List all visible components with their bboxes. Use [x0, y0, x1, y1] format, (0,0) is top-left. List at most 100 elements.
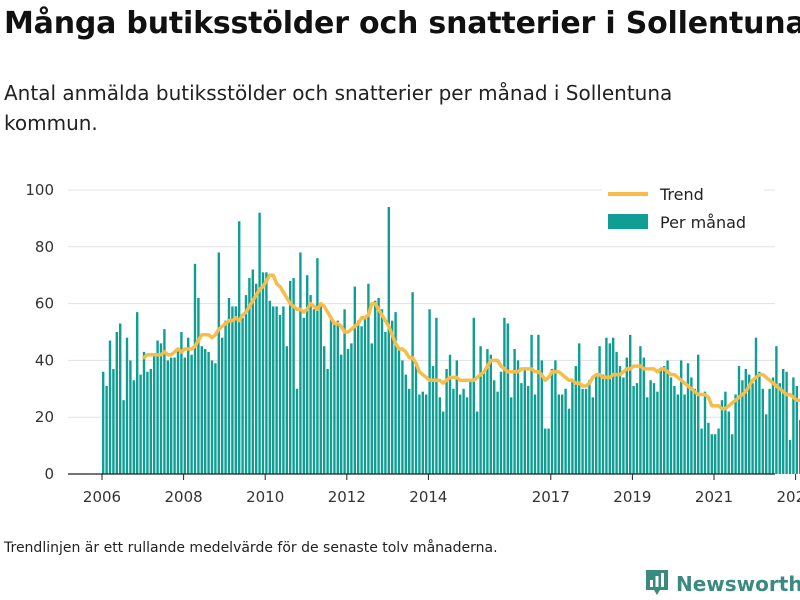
bar-2016-07 — [530, 334, 533, 474]
bar-2006-08 — [125, 337, 129, 474]
bar-2012-01 — [346, 349, 350, 474]
bar-2015-04 — [479, 346, 482, 474]
bar-2017-07 — [571, 380, 574, 474]
bar-2006-03 — [108, 340, 112, 474]
bar-2017-05 — [564, 388, 567, 474]
bar-2006-04 — [112, 368, 115, 474]
bar-2018-07 — [612, 337, 615, 474]
footnote: Trendlinjen är ett rullande medelvärde f… — [4, 540, 498, 556]
bar-2023-01 — [795, 385, 798, 474]
bar-2010-01 — [265, 272, 268, 474]
bar-2020-12 — [710, 434, 713, 474]
bar-2009-07 — [244, 295, 248, 474]
bar-2013-03 — [394, 312, 397, 474]
bar-2021-06 — [731, 434, 734, 474]
bar-2013-07 — [408, 388, 411, 474]
bar-2018-08 — [615, 351, 618, 474]
bar-2016-03 — [516, 360, 520, 474]
bar-2010-10 — [295, 388, 299, 474]
bar-2016-01 — [510, 397, 513, 474]
bar-2011-08 — [329, 317, 333, 474]
bar-2022-01 — [754, 337, 758, 474]
brand[interactable]: Newsworthy — [644, 568, 800, 600]
bar-2008-04 — [193, 263, 197, 474]
bar-2011-05 — [319, 303, 322, 474]
bar-2012-05 — [360, 326, 363, 474]
bar-2007-10 — [173, 357, 176, 474]
y-tick-label: 80 — [35, 238, 54, 256]
bar-2014-09 — [455, 360, 458, 474]
bar-2011-09 — [333, 323, 336, 474]
bar-2007-08 — [166, 360, 169, 474]
bar-2011-12 — [343, 309, 346, 474]
bar-2015-11 — [503, 317, 506, 474]
bar-2012-06 — [363, 317, 367, 474]
bar-2016-06 — [527, 385, 530, 474]
bar-2007-07 — [163, 329, 166, 474]
bar-2017-02 — [554, 360, 557, 474]
bar-2017-03 — [557, 394, 560, 474]
bar-2007-02 — [146, 371, 149, 474]
bar-2010-04 — [275, 306, 278, 474]
bar-2013-05 — [401, 360, 404, 474]
bar-2021-03 — [720, 400, 724, 474]
chart-subtitle: Antal anmälda butiksstölder och snatteri… — [4, 81, 673, 135]
bar-2022-07 — [775, 346, 778, 474]
bar-2020-04 — [683, 394, 686, 474]
bar-2007-03 — [149, 368, 152, 474]
bar-2010-02 — [268, 300, 271, 474]
bar-2015-02 — [472, 317, 475, 474]
legend-trend-label: Trend — [659, 185, 704, 204]
bar-2013-11 — [421, 391, 424, 474]
bar-2017-04 — [561, 394, 564, 474]
bar-2016-02 — [513, 349, 516, 474]
bar-2016-11 — [544, 428, 547, 474]
bar-2009-09 — [251, 269, 254, 474]
bar-2020-01 — [673, 385, 676, 474]
bar-2006-09 — [129, 360, 132, 474]
bar-2006-06 — [119, 323, 122, 474]
bar-2019-05 — [646, 397, 649, 474]
bar-2014-05 — [442, 411, 445, 474]
bar-2016-04 — [520, 383, 523, 474]
bar-2017-10 — [581, 388, 584, 474]
y-tick-label: 40 — [35, 351, 54, 369]
bar-2014-10 — [459, 394, 462, 474]
bar-2014-03 — [435, 317, 438, 474]
bar-2018-09 — [618, 366, 622, 474]
bar-2012-11 — [380, 309, 384, 474]
bar-2007-05 — [156, 340, 159, 474]
bar-2007-06 — [159, 343, 163, 474]
bar-2010-08 — [289, 280, 292, 474]
bar-2018-06 — [608, 343, 611, 474]
bar-2019-11 — [666, 360, 669, 474]
bar-2015-05 — [482, 371, 486, 474]
chart-title: Många butiksstölder och snatterier i Sol… — [4, 6, 800, 41]
bar-2014-12 — [465, 397, 469, 474]
bar-2019-09 — [659, 368, 662, 474]
bar-2009-02 — [227, 297, 231, 474]
bar-2021-05 — [727, 411, 730, 474]
bar-2020-08 — [697, 354, 700, 474]
x-tick-label: 2017 — [532, 488, 570, 506]
bar-2010-07 — [285, 346, 288, 474]
bar-2014-04 — [438, 397, 441, 474]
bar-2015-08 — [493, 380, 496, 474]
bar-2007-04 — [153, 354, 156, 474]
bars — [102, 207, 800, 475]
bar-2020-02 — [676, 394, 679, 474]
bar-2022-05 — [768, 388, 771, 474]
bar-2012-12 — [384, 332, 387, 474]
x-tick-label: 2010 — [246, 488, 284, 506]
bar-2009-12 — [261, 272, 265, 474]
bar-2007-09 — [170, 357, 173, 474]
y-tick-label: 60 — [35, 295, 54, 313]
bar-2019-08 — [656, 391, 659, 474]
bar-2019-07 — [652, 383, 656, 474]
bar-2011-03 — [312, 309, 316, 474]
bar-2021-10 — [744, 368, 747, 474]
y-tick-label: 100 — [25, 181, 54, 199]
bar-2022-11 — [788, 439, 792, 474]
bar-2006-11 — [136, 312, 139, 474]
bar-2008-05 — [197, 297, 200, 474]
